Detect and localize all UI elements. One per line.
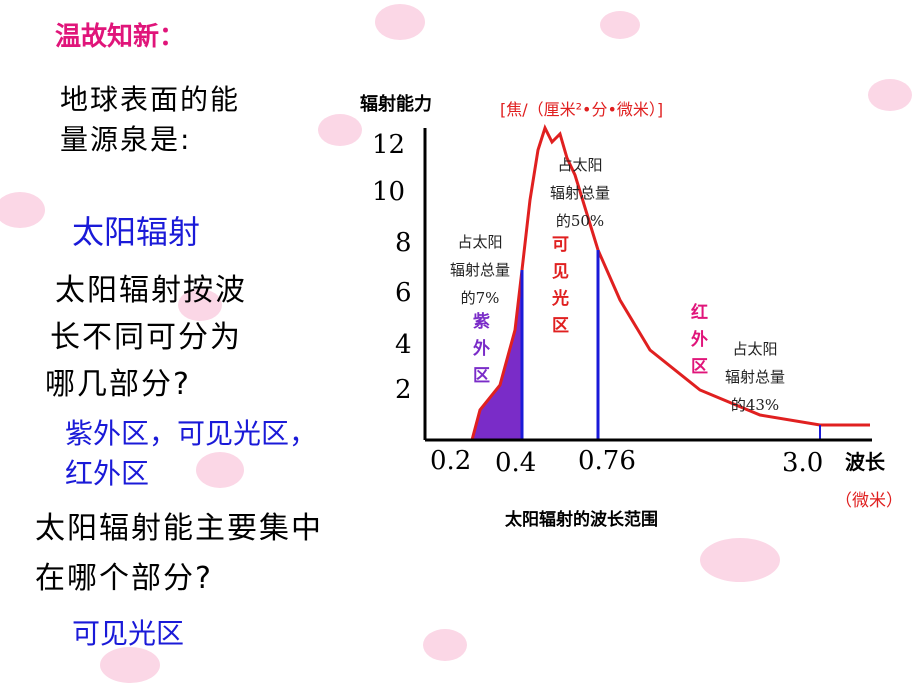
question: 在哪个部分? [35,561,213,596]
share-line: 占太阳 [732,340,778,358]
x-unit: （微米） [835,491,903,511]
region-name: 红外区 [687,303,707,384]
y-tick-label: 4 [395,330,412,360]
share-label: 占太阳辐射总量的43% [710,335,800,419]
region-name: 紫外区 [469,312,489,393]
axes [423,128,872,442]
x-tick-label: 0.76 [578,446,636,476]
question: 哪几部分? [45,367,191,402]
answer: 红外区 [65,457,150,490]
question: 地球表面的能 [60,83,241,116]
x-label: 波长 [845,450,885,474]
question: 太阳辐射按波 [55,273,247,308]
answer: 可见光区 [72,617,185,650]
share-label: 占太阳辐射总量的50% [535,151,625,235]
y-tick-label: 8 [395,228,412,258]
question: 太阳辐射能主要集中 [35,511,323,546]
share-label: 占太阳辐射总量的7% [435,228,525,312]
share-line: 辐射总量 [724,368,785,386]
heart-decorations [0,4,912,683]
share-line: 辐射总量 [449,261,510,279]
share-line: 占太阳 [557,156,603,174]
question: 长不同可分为 [50,320,242,355]
question: 量源泉是: [60,123,192,156]
spectrum [470,124,870,441]
y-tick-label: 10 [372,177,406,207]
heading: 温故知新： [55,22,186,52]
share-line: 的7% [460,289,500,307]
answer: 太阳辐射 [72,213,201,251]
x-tick-label: 3.0 [782,448,824,478]
y-tick-label: 2 [395,375,412,405]
share-line: 辐射总量 [549,184,610,202]
share-line: 的50% [555,212,605,230]
answer: 紫外区，可见光区， [65,417,318,450]
x-tick-label: 0.2 [430,446,472,476]
y-tick-label: 12 [372,130,406,160]
share-line: 的43% [730,396,780,414]
y-tick-label: 6 [395,278,412,308]
x-tick-label: 0.4 [495,448,537,478]
y-unit: [焦/（厘米²•分•微米）] [500,100,664,119]
share-line: 占太阳 [457,233,503,251]
caption: 太阳辐射的波长范围 [505,510,658,530]
region-name: 可见光区 [548,235,568,343]
y-label: 辐射能力 [360,94,432,115]
